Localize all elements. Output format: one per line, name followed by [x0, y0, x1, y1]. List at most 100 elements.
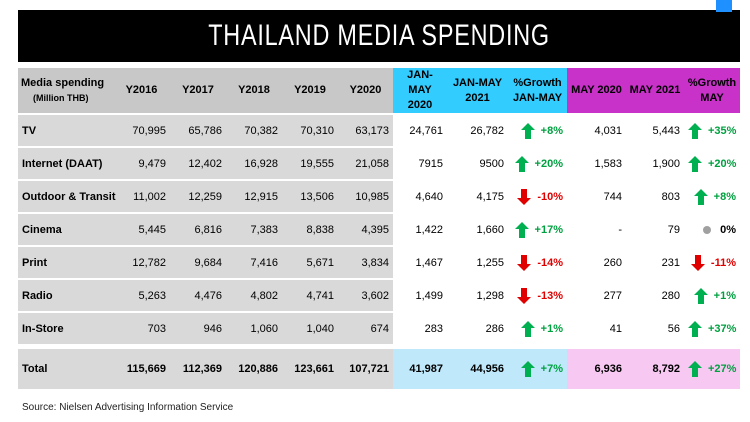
header-text: MAY 2020 [571, 84, 622, 96]
value-cell: 6,936 [567, 344, 626, 389]
trend-icon [517, 287, 532, 304]
value-cell: 280 [626, 278, 684, 312]
value-cell: 260 [567, 245, 626, 279]
header-text: 2021 [465, 91, 490, 104]
column-header: Y2019 [282, 68, 338, 114]
growth-value: 0% [720, 223, 736, 236]
value-cell: 4,640 [393, 179, 447, 213]
value-cell: 70,382 [226, 113, 282, 147]
value-cell: 11,002 [113, 179, 170, 213]
trend-icon [688, 361, 702, 377]
row-label: Radio [18, 278, 113, 312]
row-label: TV [18, 113, 113, 147]
value-cell: 674 [338, 311, 393, 347]
value-cell: 24,761 [393, 113, 447, 147]
growth-cell: 0% [684, 212, 740, 246]
value-cell: 26,782 [447, 113, 508, 147]
trend-icon [517, 254, 532, 271]
header-text: JAN-MAY [512, 91, 563, 104]
header-text: %Growth [513, 76, 562, 89]
growth-value: +27% [708, 362, 737, 375]
value-cell: 63,173 [338, 113, 393, 147]
value-cell: - [567, 212, 626, 246]
value-cell: 19,555 [282, 146, 338, 180]
row-label: Internet (DAAT) [18, 146, 113, 180]
value-cell: 283 [393, 311, 447, 347]
value-cell: 9,684 [170, 245, 226, 279]
growth-value: -10% [537, 190, 563, 203]
data-row: Outdoor & Transit 11,002 12,259 12,915 13,50… [18, 179, 740, 213]
source-note: Source: Nielsen Advertising Information … [22, 402, 234, 413]
growth-cell: +1% [684, 278, 740, 312]
row-label: Print [18, 245, 113, 279]
trend-icon [514, 221, 529, 238]
growth-cell: +8% [684, 179, 740, 213]
growth-value: +35% [708, 124, 737, 137]
growth-cell: +27% [684, 344, 740, 389]
header-text: Y2016 [125, 84, 158, 96]
value-cell: 803 [626, 179, 684, 213]
header-text: %Growth [687, 76, 737, 89]
header-text: Y2019 [294, 84, 326, 96]
value-cell: 21,058 [338, 146, 393, 180]
trend-icon [520, 361, 535, 377]
value-cell: 286 [447, 311, 508, 347]
value-cell: 12,259 [170, 179, 226, 213]
value-cell: 1,467 [393, 245, 447, 279]
value-cell: 112,369 [170, 344, 226, 389]
up-arrow [688, 122, 702, 139]
value-cell: 3,834 [338, 245, 393, 279]
value-cell: 41,987 [393, 344, 447, 389]
header-text: JAN-MAY [407, 69, 433, 96]
value-cell: 1,040 [282, 311, 338, 347]
trend-icon [690, 254, 705, 271]
value-cell: 6,816 [170, 212, 226, 246]
growth-value: +1% [540, 322, 563, 335]
value-cell: 4,175 [447, 179, 508, 213]
value-cell: 5,445 [113, 212, 170, 246]
growth-cell: -13% [508, 278, 567, 312]
header-text: Y2020 [349, 84, 382, 96]
column-header: Y2017 [170, 68, 226, 114]
growth-cell: +20% [508, 146, 567, 180]
growth-cell: +35% [684, 113, 740, 147]
value-cell: 12,915 [226, 179, 282, 213]
column-header: Media spending (Million THB) [18, 68, 113, 114]
row-label: In-Store [18, 311, 113, 347]
column-header: Y2016 [113, 68, 170, 114]
up-arrow [520, 361, 535, 377]
data-row: TV 70,995 65,786 70,382 70,310 63,173 24,761 26… [18, 113, 740, 147]
header-text: MAY [700, 91, 724, 104]
value-cell: 277 [567, 278, 626, 312]
trend-icon [693, 188, 708, 205]
value-cell: 79 [626, 212, 684, 246]
growth-cell: -10% [508, 179, 567, 213]
value-cell: 12,402 [170, 146, 226, 180]
row-label: Cinema [18, 212, 113, 246]
growth-value: +17% [534, 223, 563, 236]
data-row: In-Store 703 946 1,060 1,040 674 283 286 +1% 41 56… [18, 311, 740, 347]
value-cell: 56 [626, 311, 684, 347]
value-cell: 16,928 [226, 146, 282, 180]
value-cell: 70,995 [113, 113, 170, 147]
value-cell: 5,263 [113, 278, 170, 312]
header-text: Y2018 [238, 84, 270, 96]
column-header: Y2020 [338, 68, 393, 114]
trend-icon [693, 287, 708, 304]
trend-icon [688, 320, 702, 337]
header-text: Y2017 [182, 84, 214, 96]
value-cell: 4,741 [282, 278, 338, 312]
value-cell: 1,900 [626, 146, 684, 180]
value-cell: 120,886 [226, 344, 282, 389]
up-arrow [514, 221, 529, 238]
column-header: %Growth MAY [684, 68, 740, 114]
header-text: MAY 2021 [629, 84, 681, 96]
growth-value: -13% [537, 289, 563, 302]
up-arrow [688, 320, 702, 337]
value-cell: 8,838 [282, 212, 338, 246]
trend-icon [688, 122, 702, 139]
up-arrow [693, 287, 708, 304]
header-text: (Million THB) [33, 92, 89, 103]
value-cell: 13,506 [282, 179, 338, 213]
growth-value: +8% [540, 124, 563, 137]
